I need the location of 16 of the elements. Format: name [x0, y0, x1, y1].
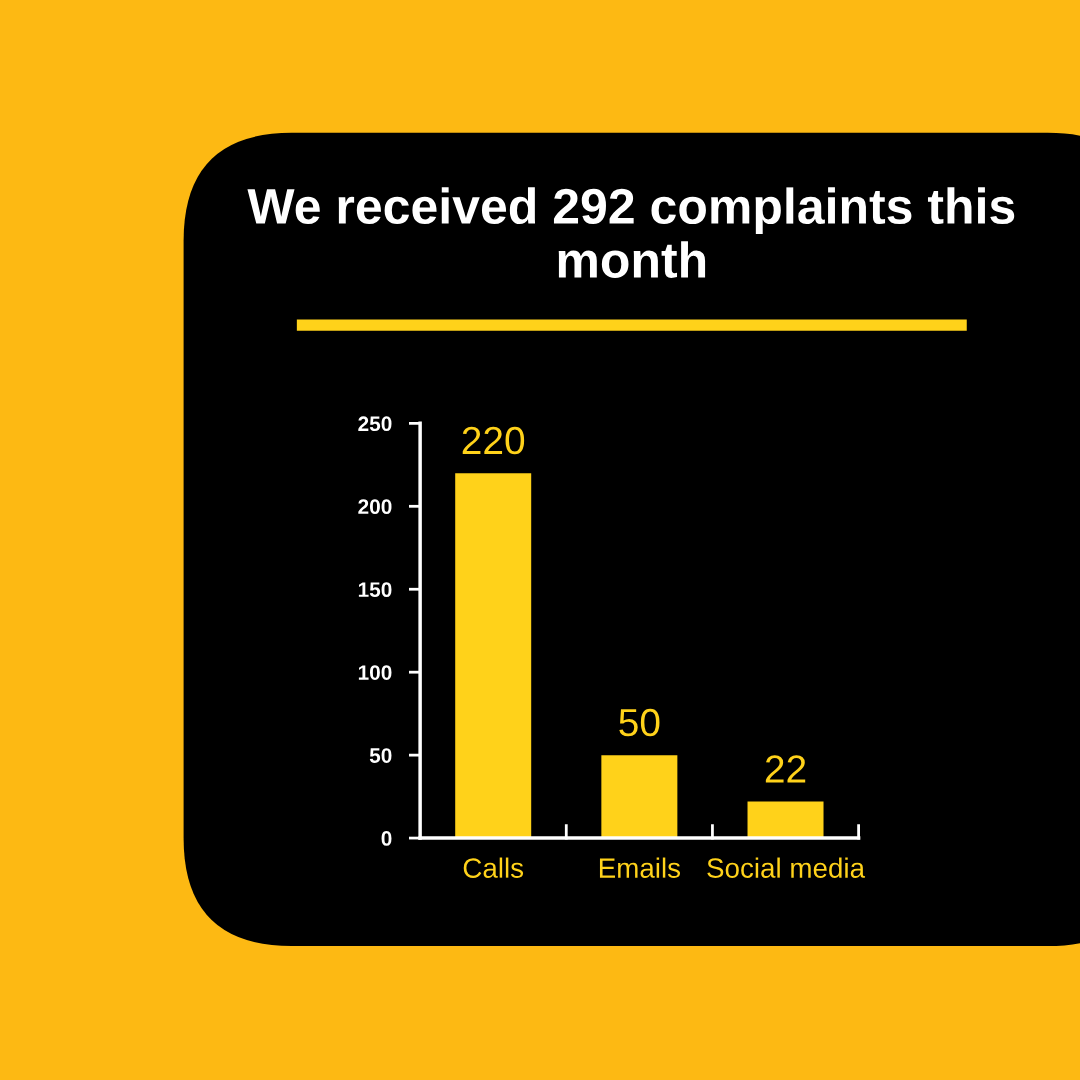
x-tick-label: Emails [599, 857, 681, 878]
data-label: 220 [462, 426, 525, 455]
data-label: 50 [619, 708, 660, 737]
bar [455, 473, 532, 839]
x-tick-label: Social media [707, 857, 866, 878]
x-tick-label: Calls [463, 857, 524, 878]
y-tick-label: 0 [381, 831, 392, 846]
bar [747, 801, 824, 839]
data-label: 22 [765, 755, 806, 783]
chart-title: We received 292 complaints this month [247, 187, 1015, 278]
bar [601, 755, 678, 839]
y-tick-label: 100 [358, 665, 392, 680]
y-tick-label: 50 [369, 748, 392, 763]
y-tick-label: 150 [358, 582, 392, 597]
y-tick-label: 200 [358, 499, 392, 515]
y-tick-label: 250 [358, 416, 392, 432]
